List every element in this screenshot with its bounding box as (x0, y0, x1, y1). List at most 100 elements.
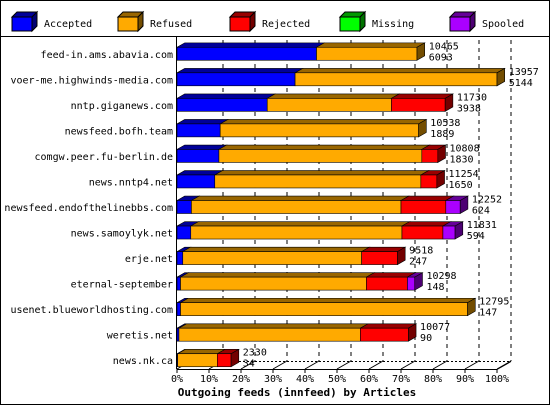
bar-side-face (459, 195, 469, 215)
bar-front-face (361, 251, 398, 265)
bar-front-face (176, 72, 296, 87)
legend-swatch-front (11, 16, 33, 32)
bar-side-face (454, 221, 464, 240)
bar-top-face (175, 68, 304, 74)
bar-front-face (218, 149, 423, 163)
data-label-total: 11831 (467, 220, 497, 231)
bar-rejected (359, 323, 418, 342)
bar-front-face (176, 174, 216, 189)
data-label-accepted: 6093 (429, 52, 453, 63)
bar-refused (293, 68, 506, 87)
bar-front-face (316, 46, 418, 61)
bar-top-face (359, 323, 418, 329)
x-tick-labels: 0% 10% 20% 30% 40% 50% 60% 70% 80% 90% 100% (171, 369, 509, 385)
bar-front-face (176, 46, 317, 61)
bar-side-face (444, 93, 454, 112)
x-tick-label: 30% (264, 374, 282, 385)
bar-front-face (366, 276, 408, 291)
bar-refused (213, 170, 430, 189)
bar-top-face (175, 93, 277, 99)
bar-front-face (180, 302, 468, 316)
x-tick-label: 90% (456, 374, 474, 385)
bar-front-face (391, 98, 446, 112)
legend-swatch-refused (116, 10, 145, 33)
bar-side-face (418, 118, 427, 138)
bar-top-face (175, 144, 228, 150)
data-label-total: 11730 (457, 92, 487, 103)
bar-side-face (467, 297, 476, 317)
legend-swatch-spooled (448, 10, 477, 33)
bar-top-face (266, 93, 401, 99)
bar-spooled (441, 221, 464, 240)
data-label-total: 10465 (429, 41, 459, 52)
data-label-total: 10538 (430, 118, 460, 129)
bar-top-face (399, 195, 455, 201)
data-label-total: 10808 (450, 143, 480, 154)
category-label: voer-me.highwinds-media.com (10, 75, 173, 86)
bar-front-face (191, 200, 402, 214)
legend: Accepted Refused Rejected Missing Spooled (10, 10, 524, 33)
bar-rejected (419, 170, 446, 189)
bar-front-face (180, 276, 367, 291)
bar-top-face (179, 272, 376, 278)
bar-top-face (217, 144, 431, 150)
legend-label-rejected: Rejected (262, 19, 310, 30)
bar-front-face (176, 276, 181, 291)
bar-front-face (420, 174, 438, 189)
bar-front-face (176, 225, 192, 240)
gridline-floor-80 (432, 360, 448, 370)
category-label: newsfeed.bofh.team (65, 126, 173, 137)
x-tick-label: 60% (360, 374, 378, 385)
bar-refused (179, 297, 477, 316)
bar-front-face (176, 302, 181, 316)
bar-front-face (401, 225, 444, 240)
bar-rejected (365, 272, 417, 291)
bar-accepted (175, 144, 228, 163)
bar-accepted (175, 93, 277, 112)
gridline-floor-60 (368, 360, 384, 370)
data-label-accepted: 148 (426, 282, 444, 293)
data-label-total: 11254 (449, 169, 479, 180)
bar-front-face (445, 200, 461, 214)
bar-top-face (213, 170, 430, 176)
bar-side-face (496, 67, 506, 87)
bar-front-face (190, 225, 403, 240)
bar-side-face (408, 323, 417, 342)
bar-front-face (400, 200, 447, 214)
category-label: comgw.peer.fu-berlin.de (35, 152, 173, 163)
category-label: weretis.net (107, 331, 173, 342)
legend-label-refused: Refused (150, 19, 192, 30)
bar-accepted (175, 119, 230, 138)
bar-side-face (437, 144, 446, 163)
data-label-accepted: 1830 (450, 154, 474, 165)
legend-swatch-front (117, 16, 139, 32)
category-label: erje.net (125, 254, 173, 265)
data-label-total: 10077 (420, 322, 450, 333)
x-tick-label: 80% (424, 374, 442, 385)
legend-swatch-front (449, 16, 471, 32)
data-label-accepted: 3938 (457, 103, 481, 114)
x-tick-label: 20% (232, 374, 250, 385)
data-label-total: 12252 (472, 195, 502, 206)
gridline-floor-40 (304, 360, 320, 370)
gridline-floor-70 (400, 360, 416, 370)
chart-title: Outgoing feeds (innfeed) by Articles (178, 386, 416, 399)
bar-rejected (360, 246, 407, 265)
category-label: newsfeed.endofthelinebbs.com (4, 203, 173, 214)
category-label: eternal-september (71, 280, 173, 291)
data-label-accepted: 247 (409, 257, 427, 268)
bar-front-face (266, 98, 392, 112)
data-label-accepted: 5144 (509, 78, 533, 89)
bar-top-face (179, 297, 477, 303)
x-tick-label: 40% (296, 374, 314, 385)
data-label-total: 12795 (479, 297, 509, 308)
bar-top-face (181, 246, 371, 252)
bar-front-face (176, 149, 220, 163)
bar-top-face (400, 221, 452, 227)
category-label: news.nk.ca (113, 356, 173, 367)
bar-front-face (294, 72, 498, 87)
bar-side-face (414, 272, 423, 291)
